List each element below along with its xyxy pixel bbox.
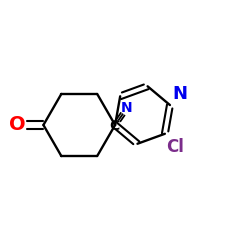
Text: Cl: Cl	[166, 138, 184, 156]
Text: N: N	[172, 85, 187, 103]
Text: N: N	[121, 101, 132, 115]
Text: O: O	[9, 116, 26, 134]
Text: C: C	[110, 119, 120, 133]
